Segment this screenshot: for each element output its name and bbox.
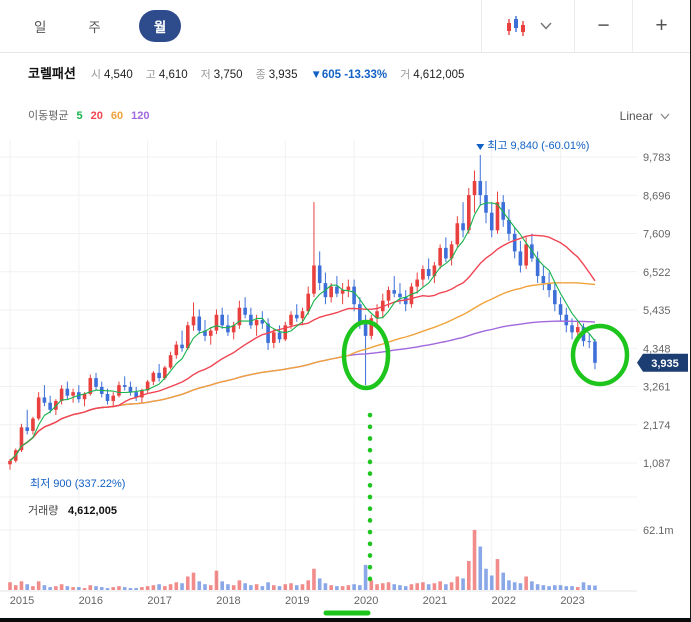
low-annotation: 최저 900 (337.22%) [30,477,125,490]
high-label: 고 [145,69,156,81]
x-axis-tick: 2015 [10,595,34,607]
tab-day[interactable]: 일 [30,10,50,42]
ma-120-label: 120 [131,110,150,122]
volume-pane-label: 거래량 [28,504,58,517]
y-axis-tick: 3,261 [643,382,671,394]
chart-annotations: 최고 9,840 (-60.01%) 최저 900 (337.22%) 거래량 4,6… [28,139,589,517]
x-axis-tick: 2018 [216,595,240,607]
zoom-in-button[interactable]: + [633,0,690,52]
x-axis-tick: 2017 [147,595,171,607]
x-axis-tick: 2016 [79,595,103,607]
x-axis-tick: 2023 [560,595,584,607]
price-volume-chart[interactable]: 1,087 2,174 3,261 4,348 5,435 6,522 7,609 8,696… [0,130,690,622]
close-label: 종 [255,69,266,81]
y-axis-tick: 9,783 [643,152,671,164]
chart-controls: − + [481,0,690,52]
traded-volume: 거 4,612,005 [400,65,464,83]
price-change: ▼605 -13.33% [310,69,387,81]
high-value: 4,610 [158,69,188,81]
low-label: 저 [200,69,211,81]
y-axis-tick: 1,087 [643,458,671,470]
volume-bars [8,530,597,590]
x-axis-tick: 2022 [491,595,515,607]
moving-average-legend: 이동평균 5 20 60 120 [28,107,149,123]
scale-selector[interactable]: Linear [614,108,676,124]
gridlines: 1,087 2,174 3,261 4,348 5,435 6,522 7,609 8,696… [0,140,674,607]
stock-summary: 코렐패션 시 4,540 고 4,610 저 3,750 종 3,935 ▼605 -1… [28,63,682,83]
hand-drawn-highlights [323,319,630,616]
candlestick-chart-icon [507,16,525,36]
close-value: 3,935 [268,69,298,81]
tab-week[interactable]: 주 [84,10,104,42]
svg-text:3,935: 3,935 [651,358,679,370]
y-axis-tick: 7,609 [643,229,671,241]
2020-dip-circle [341,319,391,391]
volume-label: 거 [400,69,411,81]
high-price: 고 4,610 [146,65,188,83]
chevron-down-icon [540,22,552,30]
period-tabs: 일 주 월 [0,10,182,42]
stock-name: 코렐패션 [28,66,76,81]
toolbar-separator [481,0,482,52]
open-price: 시 4,540 [91,65,133,83]
moving-average-lines [9,202,596,462]
tab-month[interactable]: 월 [138,10,182,42]
low-value: 3,750 [213,69,243,81]
toolbar-separator [632,0,633,52]
y-axis-tick: 2,174 [643,420,671,432]
chart-toolbar: 일 주 월 − + [0,0,690,53]
x-axis-tick: 2020 [354,595,378,607]
scale-label: Linear [619,109,653,123]
x-axis-tick: 2021 [423,595,447,607]
ma-20-label: 20 [90,110,103,122]
low-price: 저 3,750 [201,65,243,83]
latest-drop-circle [570,323,630,387]
volume-pane-value: 4,612,005 [68,505,117,517]
ma-60-label: 60 [110,110,124,122]
y-axis-tick: 4,348 [643,343,671,355]
x-axis-tick: 2019 [285,595,309,607]
change-percent: -13.33% [344,69,388,81]
y-axis-tick: 8,696 [643,190,671,202]
volume-axis-tick: 62.1m [643,525,674,537]
y-axis-tick: 6,522 [643,267,671,279]
ma-legend-label: 이동평균 [28,110,69,122]
change-value: ▼605 [310,69,342,81]
close-price: 종 3,935 [256,65,298,83]
toolbar-separator [574,0,575,52]
volume-value: 4,612,005 [413,69,465,81]
open-value: 4,540 [103,69,133,81]
chevron-down-icon [660,113,670,119]
y-axis-tick: 5,435 [643,305,671,317]
high-annotation: 최고 9,840 (-60.01%) [487,139,589,152]
high-marker-icon [476,143,485,150]
chart-type-selector[interactable] [482,0,574,52]
candles [8,154,597,470]
zoom-out-button[interactable]: − [575,0,632,52]
current-price-tag: 3,935 [637,353,688,372]
ma-5-label: 5 [76,110,83,122]
open-label: 시 [90,69,101,81]
